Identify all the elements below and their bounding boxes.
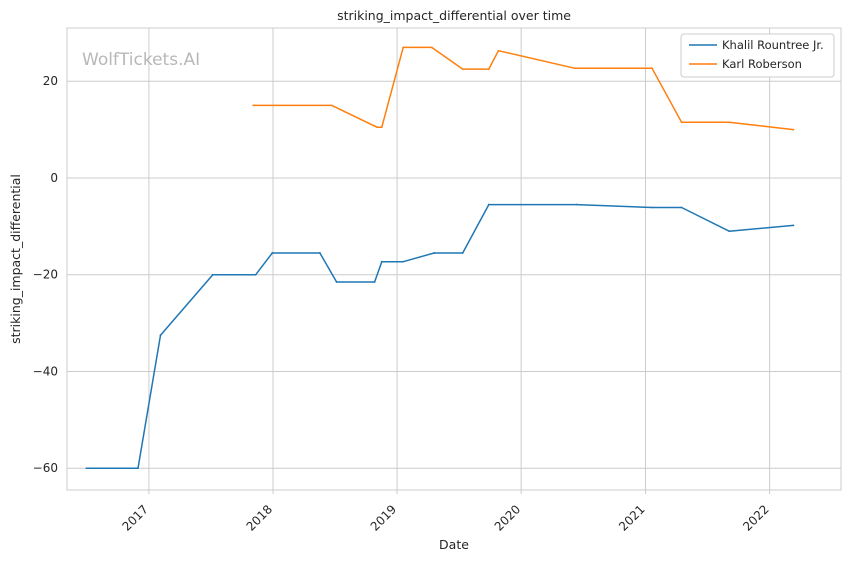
data-point xyxy=(211,273,214,276)
x-tick-label: 2021 xyxy=(616,502,647,533)
data-point xyxy=(461,252,464,254)
plot-frame xyxy=(66,27,842,491)
data-point xyxy=(575,203,578,206)
data-point xyxy=(335,281,338,283)
data-point xyxy=(430,46,433,49)
x-tick-label: 2017 xyxy=(120,502,151,533)
data-point xyxy=(159,334,162,337)
legend-label: Karl Roberson xyxy=(722,57,802,71)
data-point xyxy=(680,206,683,209)
data-point xyxy=(487,68,490,71)
data-point xyxy=(573,67,576,70)
grid xyxy=(67,28,841,490)
x-axis-ticks: 2017 2018 2019 2020 2021 2022 xyxy=(120,490,772,534)
watermark-text: WolfTickets.AI xyxy=(82,50,200,70)
data-point xyxy=(651,206,653,209)
x-tick-label: 2019 xyxy=(368,502,399,533)
data-point xyxy=(85,467,88,470)
chart-title: striking_impact_differential over time xyxy=(337,8,571,23)
data-point xyxy=(402,46,405,49)
x-tick-label: 2022 xyxy=(740,502,771,533)
y-tick-label: 0 xyxy=(50,171,58,185)
y-axis-title: striking_impact_differential xyxy=(8,174,23,344)
data-point xyxy=(792,224,795,227)
data-point xyxy=(376,126,378,129)
y-tick-label: −20 xyxy=(33,268,58,282)
data-point xyxy=(792,128,795,131)
data-point xyxy=(252,104,255,107)
data-point xyxy=(680,121,683,124)
data-point xyxy=(137,467,139,470)
data-point xyxy=(380,126,383,129)
y-tick-label: −40 xyxy=(33,364,58,378)
data-point xyxy=(461,68,464,71)
data-point xyxy=(373,281,376,283)
y-tick-label: −60 xyxy=(33,461,58,475)
x-tick-label: 2020 xyxy=(492,502,523,533)
x-axis-title: Date xyxy=(439,537,469,552)
data-point xyxy=(254,273,257,276)
y-axis-ticks: −60 −40 −20 0 20 xyxy=(33,74,58,475)
legend-box xyxy=(680,33,835,78)
legend-label: Khalil Rountree Jr. xyxy=(722,38,824,52)
data-point xyxy=(497,49,500,52)
y-tick-label: 20 xyxy=(43,74,58,88)
x-tick-label: 2018 xyxy=(244,502,275,533)
data-point xyxy=(728,230,731,233)
series-lines xyxy=(85,46,795,470)
data-point xyxy=(487,203,490,206)
data-point xyxy=(319,252,321,254)
legend: Khalil Rountree Jr. Karl Roberson xyxy=(680,33,835,78)
data-point xyxy=(271,252,274,254)
data-point xyxy=(402,260,405,263)
data-point xyxy=(380,260,383,263)
plot-background xyxy=(67,28,841,490)
data-point xyxy=(433,252,436,254)
data-point xyxy=(728,121,731,124)
data-point xyxy=(651,67,653,70)
data-point xyxy=(330,104,333,107)
